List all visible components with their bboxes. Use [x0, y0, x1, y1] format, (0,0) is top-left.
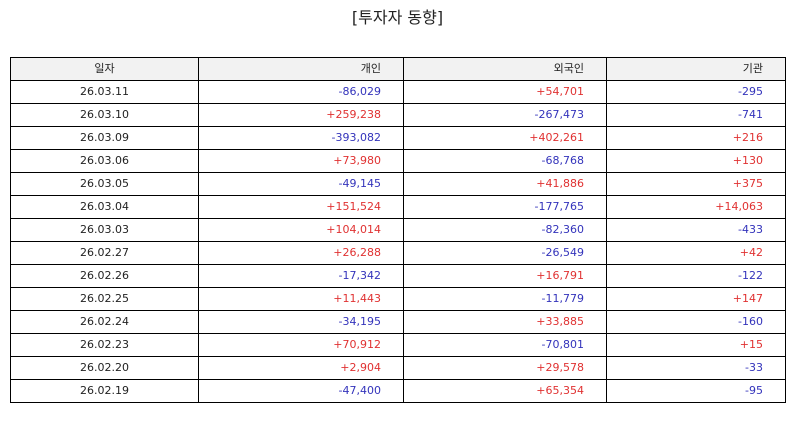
cell-date: 26.02.27: [10, 241, 199, 265]
cell-institution: +14,063: [606, 195, 786, 219]
cell-date: 26.03.09: [10, 126, 199, 150]
cell-date: 26.02.24: [10, 310, 199, 334]
cell-institution: +216: [606, 126, 786, 150]
cell-individual: +2,904: [198, 356, 404, 380]
cell-foreign: -70,801: [403, 333, 607, 357]
table-row: 26.03.10 +259,238 -267,473 -741: [10, 103, 786, 127]
cell-date: 26.02.25: [10, 287, 199, 311]
cell-individual: +70,912: [198, 333, 404, 357]
cell-foreign: +41,886: [403, 172, 607, 196]
cell-institution: -122: [606, 264, 786, 288]
cell-individual: -393,082: [198, 126, 404, 150]
table-header-row: 일자 개인 외국인 기관: [10, 57, 786, 81]
cell-individual: -34,195: [198, 310, 404, 334]
cell-foreign: -26,549: [403, 241, 607, 265]
header-date: 일자: [10, 57, 199, 81]
cell-institution: -433: [606, 218, 786, 242]
cell-individual: +11,443: [198, 287, 404, 311]
cell-foreign: +16,791: [403, 264, 607, 288]
cell-individual: +73,980: [198, 149, 404, 173]
table-row: 26.02.26 -17,342 +16,791 -122: [10, 264, 786, 288]
header-institution: 기관: [606, 57, 786, 81]
cell-date: 26.03.06: [10, 149, 199, 173]
table-row: 26.03.11 -86,029 +54,701 -295: [10, 80, 786, 104]
cell-foreign: -68,768: [403, 149, 607, 173]
cell-foreign: -177,765: [403, 195, 607, 219]
cell-foreign: +33,885: [403, 310, 607, 334]
cell-individual: -17,342: [198, 264, 404, 288]
cell-date: 26.02.20: [10, 356, 199, 380]
cell-foreign: -267,473: [403, 103, 607, 127]
cell-institution: -33: [606, 356, 786, 380]
cell-individual: +259,238: [198, 103, 404, 127]
cell-individual: +104,014: [198, 218, 404, 242]
cell-institution: +15: [606, 333, 786, 357]
cell-individual: -47,400: [198, 379, 404, 403]
cell-date: 26.02.23: [10, 333, 199, 357]
cell-date: 26.03.03: [10, 218, 199, 242]
cell-individual: +26,288: [198, 241, 404, 265]
page-title: [투자자 동향]: [351, 8, 444, 27]
table-row: 26.02.24 -34,195 +33,885 -160: [10, 310, 786, 334]
header-foreign: 외국인: [403, 57, 607, 81]
header-individual: 개인: [198, 57, 404, 81]
table-row: 26.03.03 +104,014 -82,360 -433: [10, 218, 786, 242]
table-row: 26.03.09 -393,082 +402,261 +216: [10, 126, 786, 150]
cell-institution: -160: [606, 310, 786, 334]
cell-foreign: +54,701: [403, 80, 607, 104]
cell-date: 26.03.11: [10, 80, 199, 104]
cell-date: 26.02.19: [10, 379, 199, 403]
table-row: 26.02.20 +2,904 +29,578 -33: [10, 356, 786, 380]
investor-trend-table: 일자 개인 외국인 기관 26.03.11 -86,029 +54,701 -295 2…: [10, 57, 786, 403]
cell-individual: -86,029: [198, 80, 404, 104]
table-row: 26.02.25 +11,443 -11,779 +147: [10, 287, 786, 311]
cell-date: 26.03.05: [10, 172, 199, 196]
cell-foreign: -82,360: [403, 218, 607, 242]
table-row: 26.03.06 +73,980 -68,768 +130: [10, 149, 786, 173]
cell-institution: +375: [606, 172, 786, 196]
cell-institution: +42: [606, 241, 786, 265]
cell-foreign: +65,354: [403, 379, 607, 403]
cell-institution: -95: [606, 379, 786, 403]
table-row: 26.02.23 +70,912 -70,801 +15: [10, 333, 786, 357]
cell-institution: -295: [606, 80, 786, 104]
table-row: 26.02.27 +26,288 -26,549 +42: [10, 241, 786, 265]
table-body: 26.03.11 -86,029 +54,701 -295 26.03.10 +259,2…: [10, 80, 786, 403]
cell-date: 26.02.26: [10, 264, 199, 288]
cell-individual: -49,145: [198, 172, 404, 196]
cell-individual: +151,524: [198, 195, 404, 219]
cell-institution: -741: [606, 103, 786, 127]
table-row: 26.03.04 +151,524 -177,765 +14,063: [10, 195, 786, 219]
cell-foreign: -11,779: [403, 287, 607, 311]
cell-date: 26.03.10: [10, 103, 199, 127]
cell-foreign: +29,578: [403, 356, 607, 380]
table-row: 26.02.19 -47,400 +65,354 -95: [10, 379, 786, 403]
cell-date: 26.03.04: [10, 195, 199, 219]
cell-institution: +130: [606, 149, 786, 173]
cell-foreign: +402,261: [403, 126, 607, 150]
cell-institution: +147: [606, 287, 786, 311]
table-row: 26.03.05 -49,145 +41,886 +375: [10, 172, 786, 196]
